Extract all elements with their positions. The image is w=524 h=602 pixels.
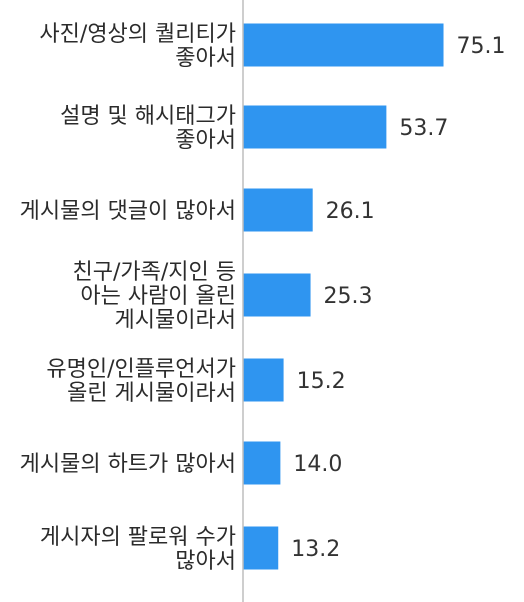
- value-label: 53.7: [399, 116, 448, 141]
- value-label: 75.1: [457, 34, 506, 59]
- bar: [243, 441, 281, 485]
- bar: [243, 526, 279, 570]
- category-label: 사진/영상의 퀄리티가: [39, 22, 236, 47]
- category-label: 아는 사람이 올린: [80, 284, 236, 309]
- value-label: 14.0: [293, 452, 342, 477]
- category-label: 올린 게시물이라서: [67, 381, 236, 406]
- value-label: 25.3: [324, 284, 373, 309]
- bar: [243, 188, 313, 232]
- category-label: 좋아서: [175, 46, 236, 71]
- bar: [243, 273, 311, 317]
- category-label: 유명인/인플루언서가: [46, 357, 236, 382]
- category-label: 게시물이라서: [115, 308, 236, 333]
- value-label: 13.2: [291, 537, 340, 562]
- category-label: 설명 및 해시태그가: [60, 104, 236, 129]
- category-label: 좋아서: [175, 128, 236, 153]
- bar: [243, 23, 444, 67]
- bar: [243, 105, 387, 149]
- bar: [243, 358, 284, 402]
- value-label: 26.1: [326, 199, 375, 224]
- category-label: 게시자의 팔로워 수가: [40, 525, 236, 550]
- category-label: 친구/가족/지인 등: [73, 260, 237, 285]
- category-label: 게시물의 하트가 많아서: [20, 452, 236, 477]
- value-label: 15.2: [297, 369, 346, 394]
- category-label: 많아서: [175, 549, 236, 574]
- category-label: 게시물의 댓글이 많아서: [20, 199, 236, 224]
